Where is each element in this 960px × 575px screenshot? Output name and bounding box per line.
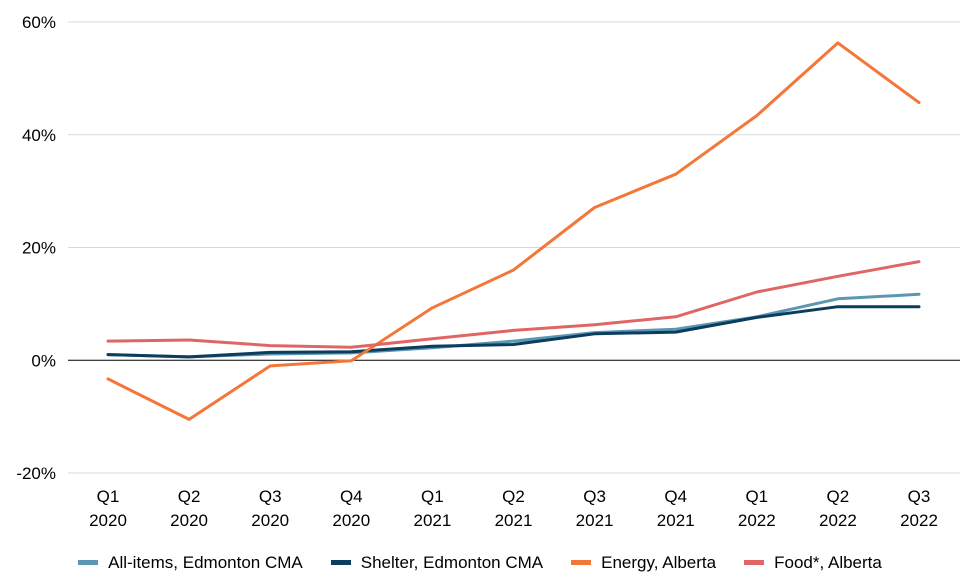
x-tick-label-quarter: Q2	[827, 487, 850, 506]
x-tick-label-year: 2022	[900, 511, 938, 530]
x-tick-label-quarter: Q2	[178, 487, 201, 506]
series-line-energy-alberta	[106, 41, 921, 421]
x-tick-label-year: 2022	[819, 511, 857, 530]
legend: All-items, Edmonton CMA Shelter, Edmonton…	[0, 550, 960, 575]
legend-label: Energy, Alberta	[601, 552, 717, 572]
x-tick-label-quarter: Q1	[97, 487, 120, 506]
y-tick-label: 0%	[31, 351, 56, 370]
x-tick-label-year: 2020	[170, 511, 208, 530]
x-tick-label-year: 2020	[332, 511, 370, 530]
series-line-shelter-edmonton-cma	[106, 305, 921, 359]
series-lines	[106, 41, 921, 421]
y-tick-label: -20%	[16, 464, 56, 483]
y-axis-tick-labels: -20% 0% 20% 40% 60%	[16, 13, 56, 483]
legend-swatch	[744, 560, 765, 565]
x-tick-label-year: 2020	[251, 511, 289, 530]
gridlines	[68, 21, 960, 474]
x-tick-label-quarter: Q2	[502, 487, 525, 506]
y-tick-label: 40%	[22, 126, 56, 145]
x-tick-label-quarter: Q3	[583, 487, 606, 506]
series-line-food-alberta	[106, 260, 921, 349]
x-tick-label-year: 2021	[413, 511, 451, 530]
legend-label: Shelter, Edmonton CMA	[360, 552, 544, 572]
legend-swatch	[571, 560, 592, 565]
legend-item: Energy, Alberta	[571, 553, 716, 573]
legend-item: Food*, Alberta	[744, 553, 882, 573]
x-tick-label-quarter: Q4	[340, 487, 363, 506]
x-tick-label-quarter: Q3	[259, 487, 282, 506]
y-tick-label: 20%	[22, 239, 56, 258]
x-tick-label-quarter: Q4	[664, 487, 687, 506]
series-line-all-items-edmonton-cma	[106, 292, 921, 359]
x-tick-label-quarter: Q3	[908, 487, 931, 506]
legend-swatch	[78, 560, 99, 565]
x-axis-tick-labels: Q1 2020 Q2 2020 Q3 2020 Q4 2020 Q1 2021 Q2 2021 Q3 20…	[89, 487, 938, 530]
x-tick-label-year: 2021	[657, 511, 695, 530]
x-tick-label-year: 2020	[89, 511, 127, 530]
legend-swatch	[330, 560, 351, 565]
x-tick-label-quarter: Q1	[745, 487, 768, 506]
x-tick-label-year: 2021	[495, 511, 533, 530]
legend-label: All-items, Edmonton CMA	[108, 552, 303, 572]
legend-item: All-items, Edmonton CMA	[78, 553, 303, 573]
x-tick-label-year: 2022	[738, 511, 776, 530]
x-tick-label-quarter: Q1	[421, 487, 444, 506]
x-tick-label-year: 2021	[576, 511, 614, 530]
legend-label: Food*, Alberta	[774, 552, 882, 572]
legend-item: Shelter, Edmonton CMA	[330, 552, 544, 573]
y-tick-label: 60%	[22, 13, 56, 32]
